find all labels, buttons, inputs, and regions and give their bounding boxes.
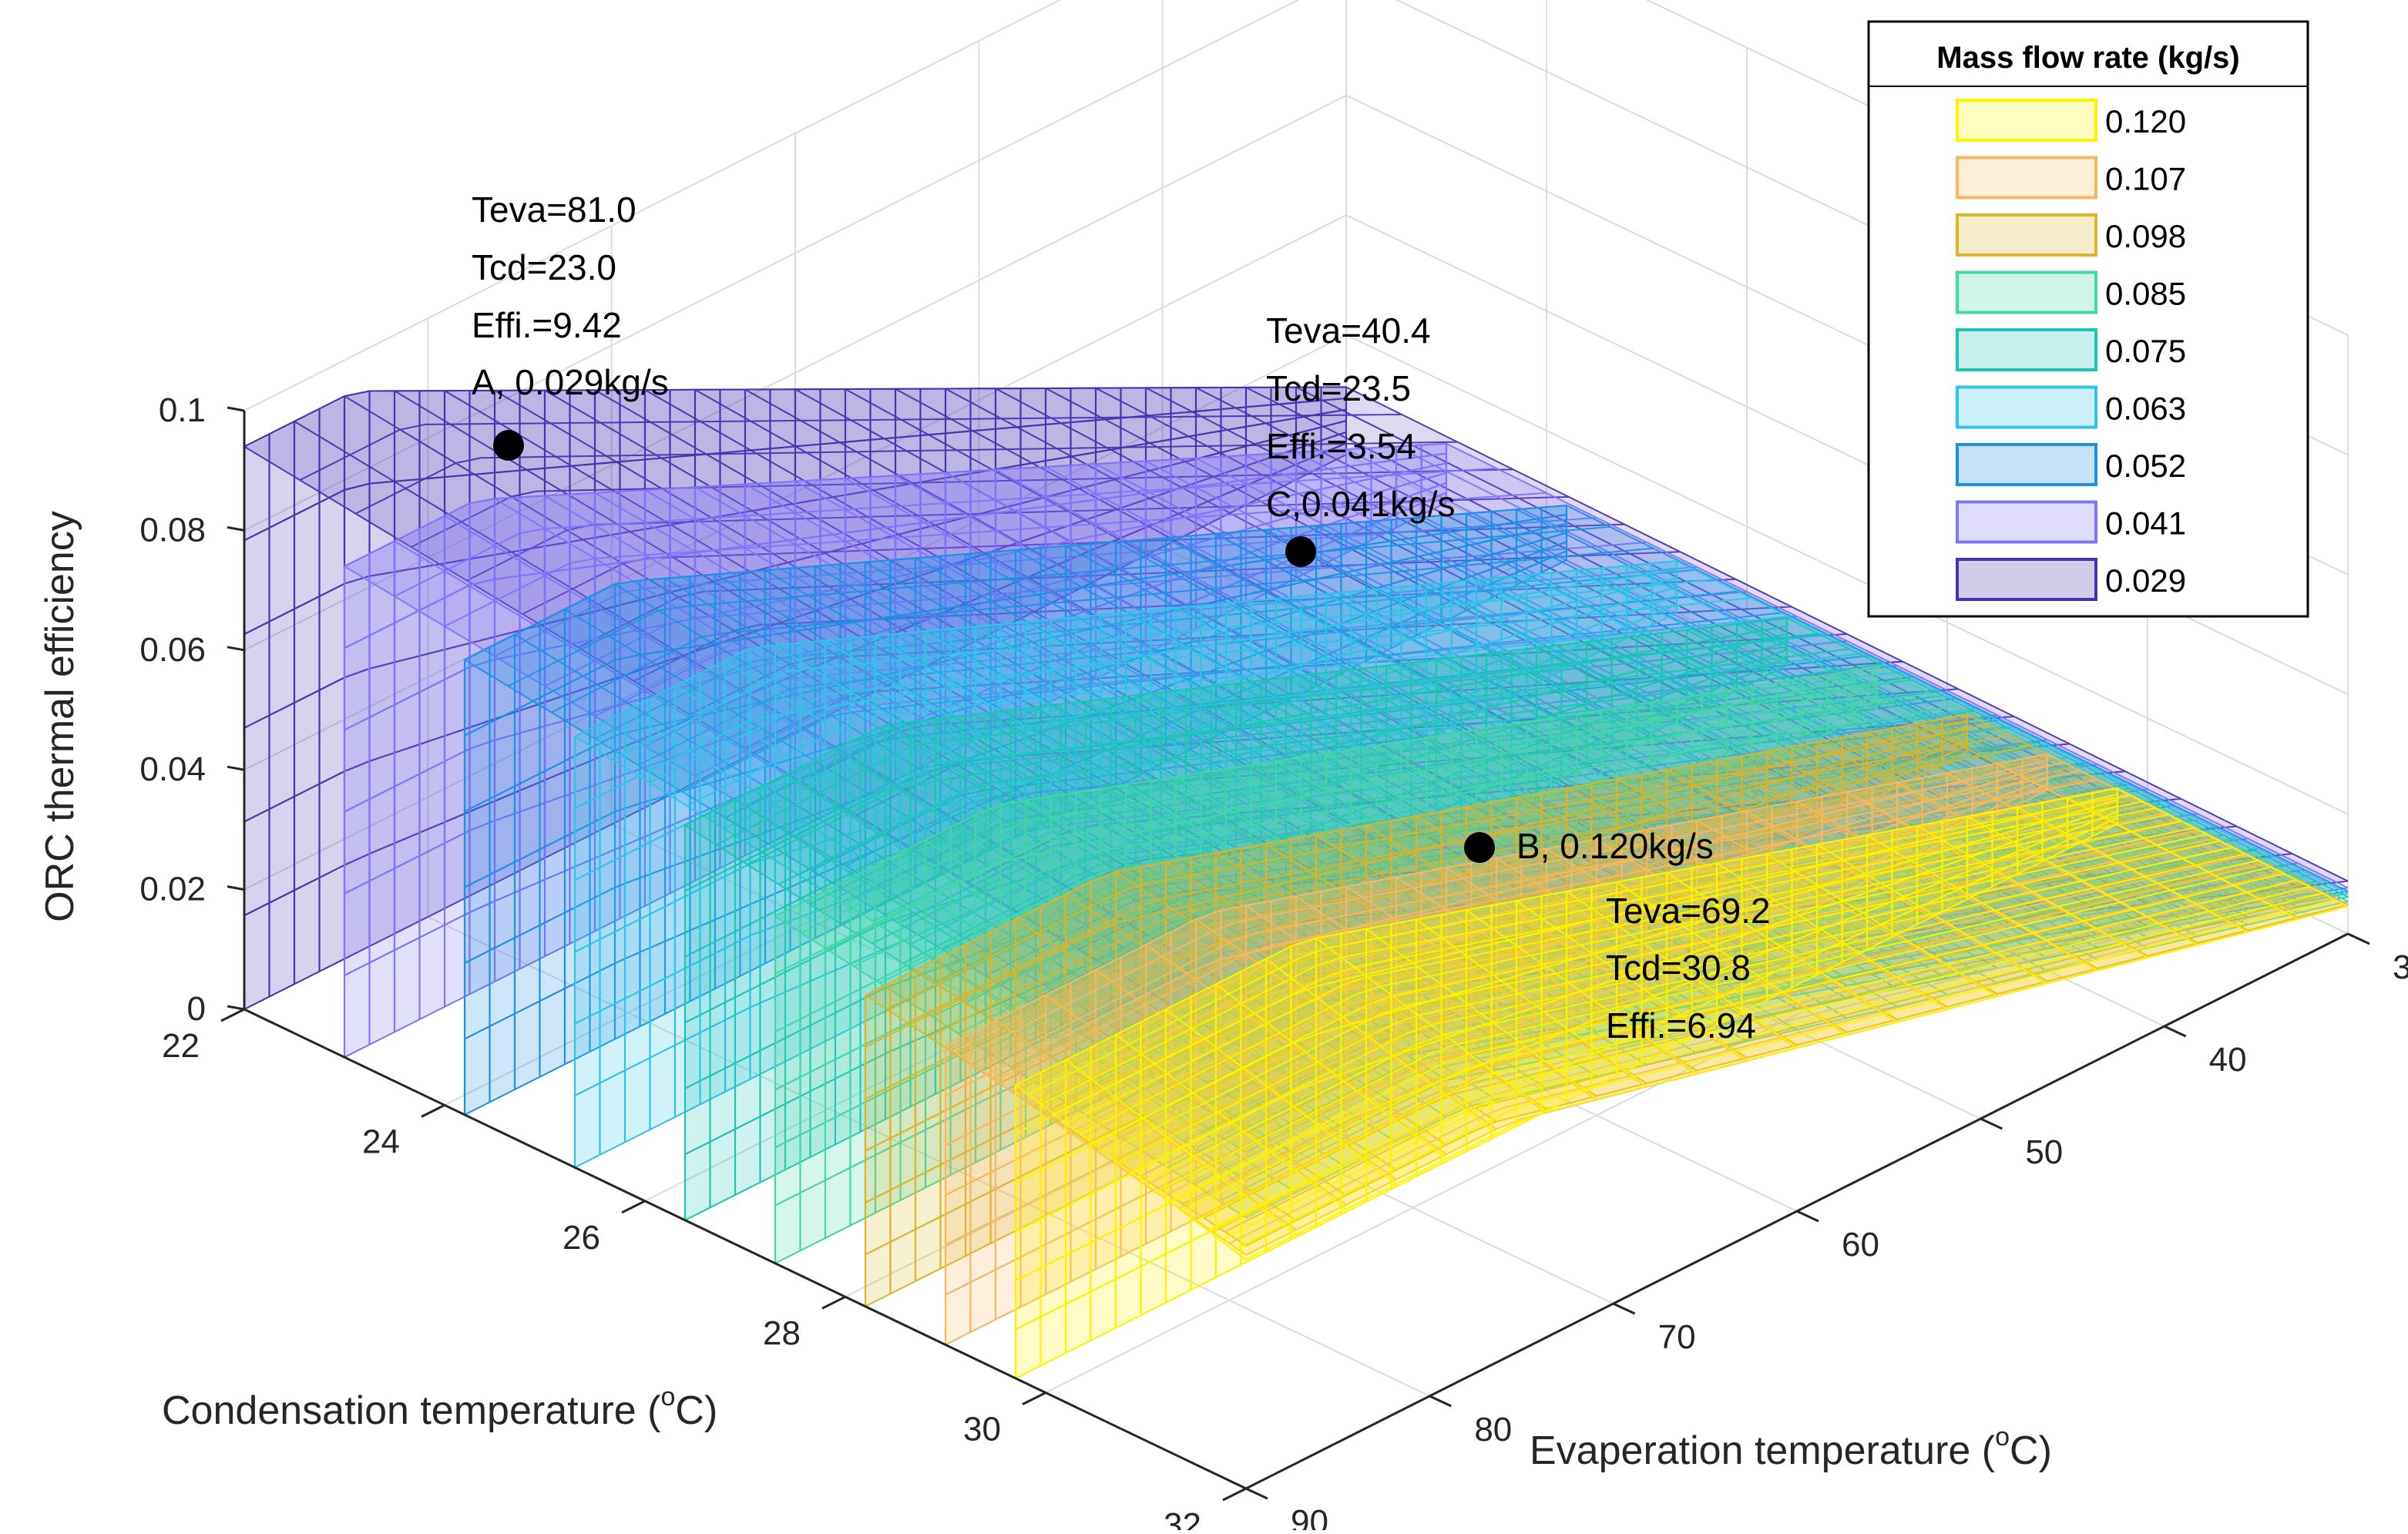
z-tick-label-1: 0.02	[139, 871, 206, 908]
x-tick-mark-0	[220, 1008, 245, 1022]
surface-series	[243, 386, 2349, 1380]
x-tick-mark-4	[1022, 1391, 1046, 1405]
legend-label-2: 0.098	[2105, 218, 2186, 254]
y-tick-mark-1	[2164, 1025, 2187, 1038]
y-tick-mark-5	[1429, 1395, 1452, 1408]
z-tick-mark-3	[227, 646, 245, 652]
legend-entries: 0.120 0.107 0.098 0.085 0.075 0.063 0.052 0.041…	[1956, 99, 2186, 601]
data-points	[493, 430, 1495, 863]
annotation-a-line-2: Tcd=23.0	[472, 247, 616, 287]
z-tick-mark-5	[227, 406, 245, 412]
legend-swatch-5	[1956, 385, 2097, 429]
x-tick-label-0: 22	[162, 1027, 200, 1065]
wall-back-grid-z-1	[1345, 334, 2349, 815]
wall-left-grid-z-4	[243, 0, 1300, 532]
y-tick-label-5: 80	[1474, 1411, 1512, 1448]
legend-swatch-0	[1956, 99, 2097, 142]
legend-title: Mass flow rate (kg/s)	[1936, 41, 2239, 75]
legend-label-6: 0.052	[2105, 448, 2186, 484]
annotation-c-line-1: Teva=40.4	[1266, 310, 1431, 351]
y-tick-mark-3	[1796, 1210, 1819, 1223]
legend-swatch-7	[1956, 500, 2097, 544]
x-tick-mark-5	[1222, 1487, 1247, 1502]
legend-swatch-3	[1956, 270, 2097, 314]
annotation-b-line-1: Teva=69.2	[1606, 891, 1771, 931]
annotation-c-line-2: Tcd=23.5	[1266, 368, 1411, 408]
annotation-b-label: B, 0.120kg/s	[1516, 826, 1714, 866]
z-tick-mark-1	[227, 885, 245, 891]
y-tick-label-2: 50	[2025, 1133, 2063, 1171]
annotation-a-line-1: Teva=81.0	[472, 190, 636, 230]
x-axis-label: Condensation temperature (oC)	[162, 1382, 717, 1433]
legend-swatch-4	[1956, 328, 2097, 371]
legend-label-7: 0.041	[2105, 505, 2186, 542]
annotation-b: B, 0.120kg/s Teva=69.2 Tcd=30.8 Effi.=6.…	[1516, 826, 1771, 1046]
z-tick-label-0: 0	[187, 990, 206, 1028]
floor-grid-y-4	[611, 824, 1614, 1304]
floor-grid-y-5	[427, 916, 1430, 1397]
annotation-a-line-3: Effi.=9.42	[472, 305, 622, 345]
surface-fill-0.098	[865, 714, 2348, 1246]
z-axis-label: ORC thermal efficiency	[38, 511, 82, 922]
surface-series-0.120	[1014, 787, 2349, 1380]
legend-label-0: 0.120	[2105, 103, 2186, 139]
z-tick-label-4: 0.08	[139, 511, 206, 549]
legend-label-1: 0.107	[2105, 161, 2186, 197]
y-tick-label-4: 70	[1658, 1318, 1696, 1356]
z-tick-label-2: 0.04	[139, 750, 206, 788]
z-tick-mark-4	[227, 525, 245, 532]
y-tick-mark-6	[1245, 1487, 1268, 1500]
y-tick-label-3: 60	[1842, 1226, 1879, 1264]
annotation-a: Teva=81.0 Tcd=23.0 Effi.=9.42 A, 0.029kg…	[472, 190, 669, 402]
point-marker-c	[1285, 536, 1316, 567]
axes: 0 0.02 0.04 0.06 0.08 0.1 22 24 26 28 30 32 30 40 50 60…	[139, 391, 2408, 1534]
legend-swatch-2	[1956, 213, 2097, 257]
x-tick-mark-1	[421, 1104, 445, 1118]
y-tick-mark-0	[2347, 932, 2370, 945]
annotation-c: Teva=40.4 Tcd=23.5 Effi.=3.54 C,0.041kg/…	[1266, 310, 1455, 524]
x-tick-label-5: 32	[1164, 1506, 1201, 1530]
legend-box	[1867, 20, 2309, 618]
y-tick-label-0: 30	[2393, 948, 2408, 986]
annotation-c-line-3: Effi.=3.54	[1266, 426, 1416, 466]
x-axis-line	[243, 1008, 1247, 1490]
annotation-c-line-4: C,0.041kg/s	[1266, 484, 1455, 524]
annotation-b-line-3: Effi.=6.94	[1606, 1005, 1756, 1046]
x-tick-mark-2	[621, 1200, 646, 1214]
legend: Mass flow rate (kg/s) 0.120 0.107 0.098 0.0…	[1867, 20, 2309, 618]
z-tick-mark-2	[227, 765, 245, 771]
legend-label-5: 0.063	[2105, 391, 2186, 427]
annotation-b-line-2: Tcd=30.8	[1606, 948, 1751, 988]
legend-label-3: 0.085	[2105, 276, 2186, 312]
y-tick-mark-2	[1980, 1117, 2003, 1130]
x-tick-label-3: 28	[763, 1314, 801, 1352]
x-tick-label-4: 30	[963, 1411, 1001, 1448]
legend-swatch-6	[1956, 443, 2097, 486]
legend-label-8: 0.029	[2105, 562, 2186, 599]
x-tick-mark-3	[821, 1295, 846, 1310]
z-tick-mark-0	[227, 1005, 245, 1011]
wall-left-grid-z-5	[243, 0, 1062, 411]
legend-swatch-8	[1956, 558, 2097, 601]
y-axis-label: Evaperation temperature (oC)	[1530, 1422, 2052, 1473]
x-tick-label-2: 26	[563, 1219, 600, 1257]
legend-swatch-1	[1956, 156, 2097, 200]
z-tick-label-5: 0.1	[159, 391, 206, 429]
point-marker-b	[1464, 832, 1495, 863]
legend-label-4: 0.075	[2105, 333, 2186, 369]
point-marker-a	[493, 430, 524, 461]
surface-top-mesh-0.120	[1015, 787, 2349, 1260]
y-tick-mark-4	[1613, 1302, 1636, 1315]
x-tick-label-1: 24	[362, 1123, 400, 1160]
y-tick-label-1: 40	[2209, 1041, 2247, 1079]
z-tick-label-3: 0.06	[139, 631, 206, 669]
annotation-a-line-4: A, 0.029kg/s	[472, 362, 669, 402]
y-tick-label-6: 90	[1291, 1503, 1328, 1530]
